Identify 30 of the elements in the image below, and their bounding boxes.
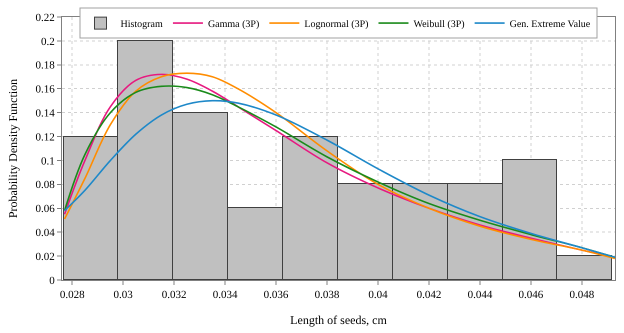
- legend-label: Histogram: [120, 18, 163, 30]
- y-tick-label: 0.2: [41, 36, 55, 48]
- y-tick-label: 0.08: [36, 179, 56, 192]
- y-tick-label: 0.22: [36, 12, 55, 24]
- y-tick-label: 0.02: [36, 250, 55, 263]
- x-tick-label: 0.03: [114, 289, 134, 302]
- x-tick-label: 0.038: [314, 289, 340, 302]
- x-tick-label: 0.042: [416, 289, 442, 302]
- y-tick-label: 0.14: [36, 107, 56, 120]
- legend-label: Gamma (3P): [208, 18, 260, 30]
- x-tick-label: 0.034: [212, 289, 238, 302]
- legend-label: Weibull (3P): [413, 18, 465, 30]
- x-tick-label: 0.044: [468, 289, 493, 302]
- y-tick-label: 0.1: [41, 155, 55, 168]
- y-tick-label: 0.06: [36, 203, 56, 216]
- x-tick-label: 0.036: [264, 289, 289, 302]
- x-tick-label: 0.046: [518, 289, 544, 302]
- y-tick-label: 0.18: [36, 60, 56, 72]
- x-tick-label: 0.028: [60, 289, 86, 302]
- x-tick-label: 0.032: [162, 289, 187, 302]
- y-tick-label: 0.12: [36, 131, 55, 144]
- legend-label: Lognormal (3P): [304, 18, 368, 30]
- y-tick-label: 0: [49, 274, 56, 287]
- y-tick-label: 0.16: [36, 84, 56, 96]
- y-tick-label: 0.04: [36, 227, 56, 240]
- legend-label: Gen. Extreme Value: [510, 18, 591, 30]
- x-tick-label: 0.04: [368, 289, 388, 302]
- x-tick-label: 0.048: [569, 289, 595, 302]
- y-axis-title: Probability Density Function: [6, 78, 20, 218]
- x-axis-title: Length of seeds, cm: [290, 313, 388, 328]
